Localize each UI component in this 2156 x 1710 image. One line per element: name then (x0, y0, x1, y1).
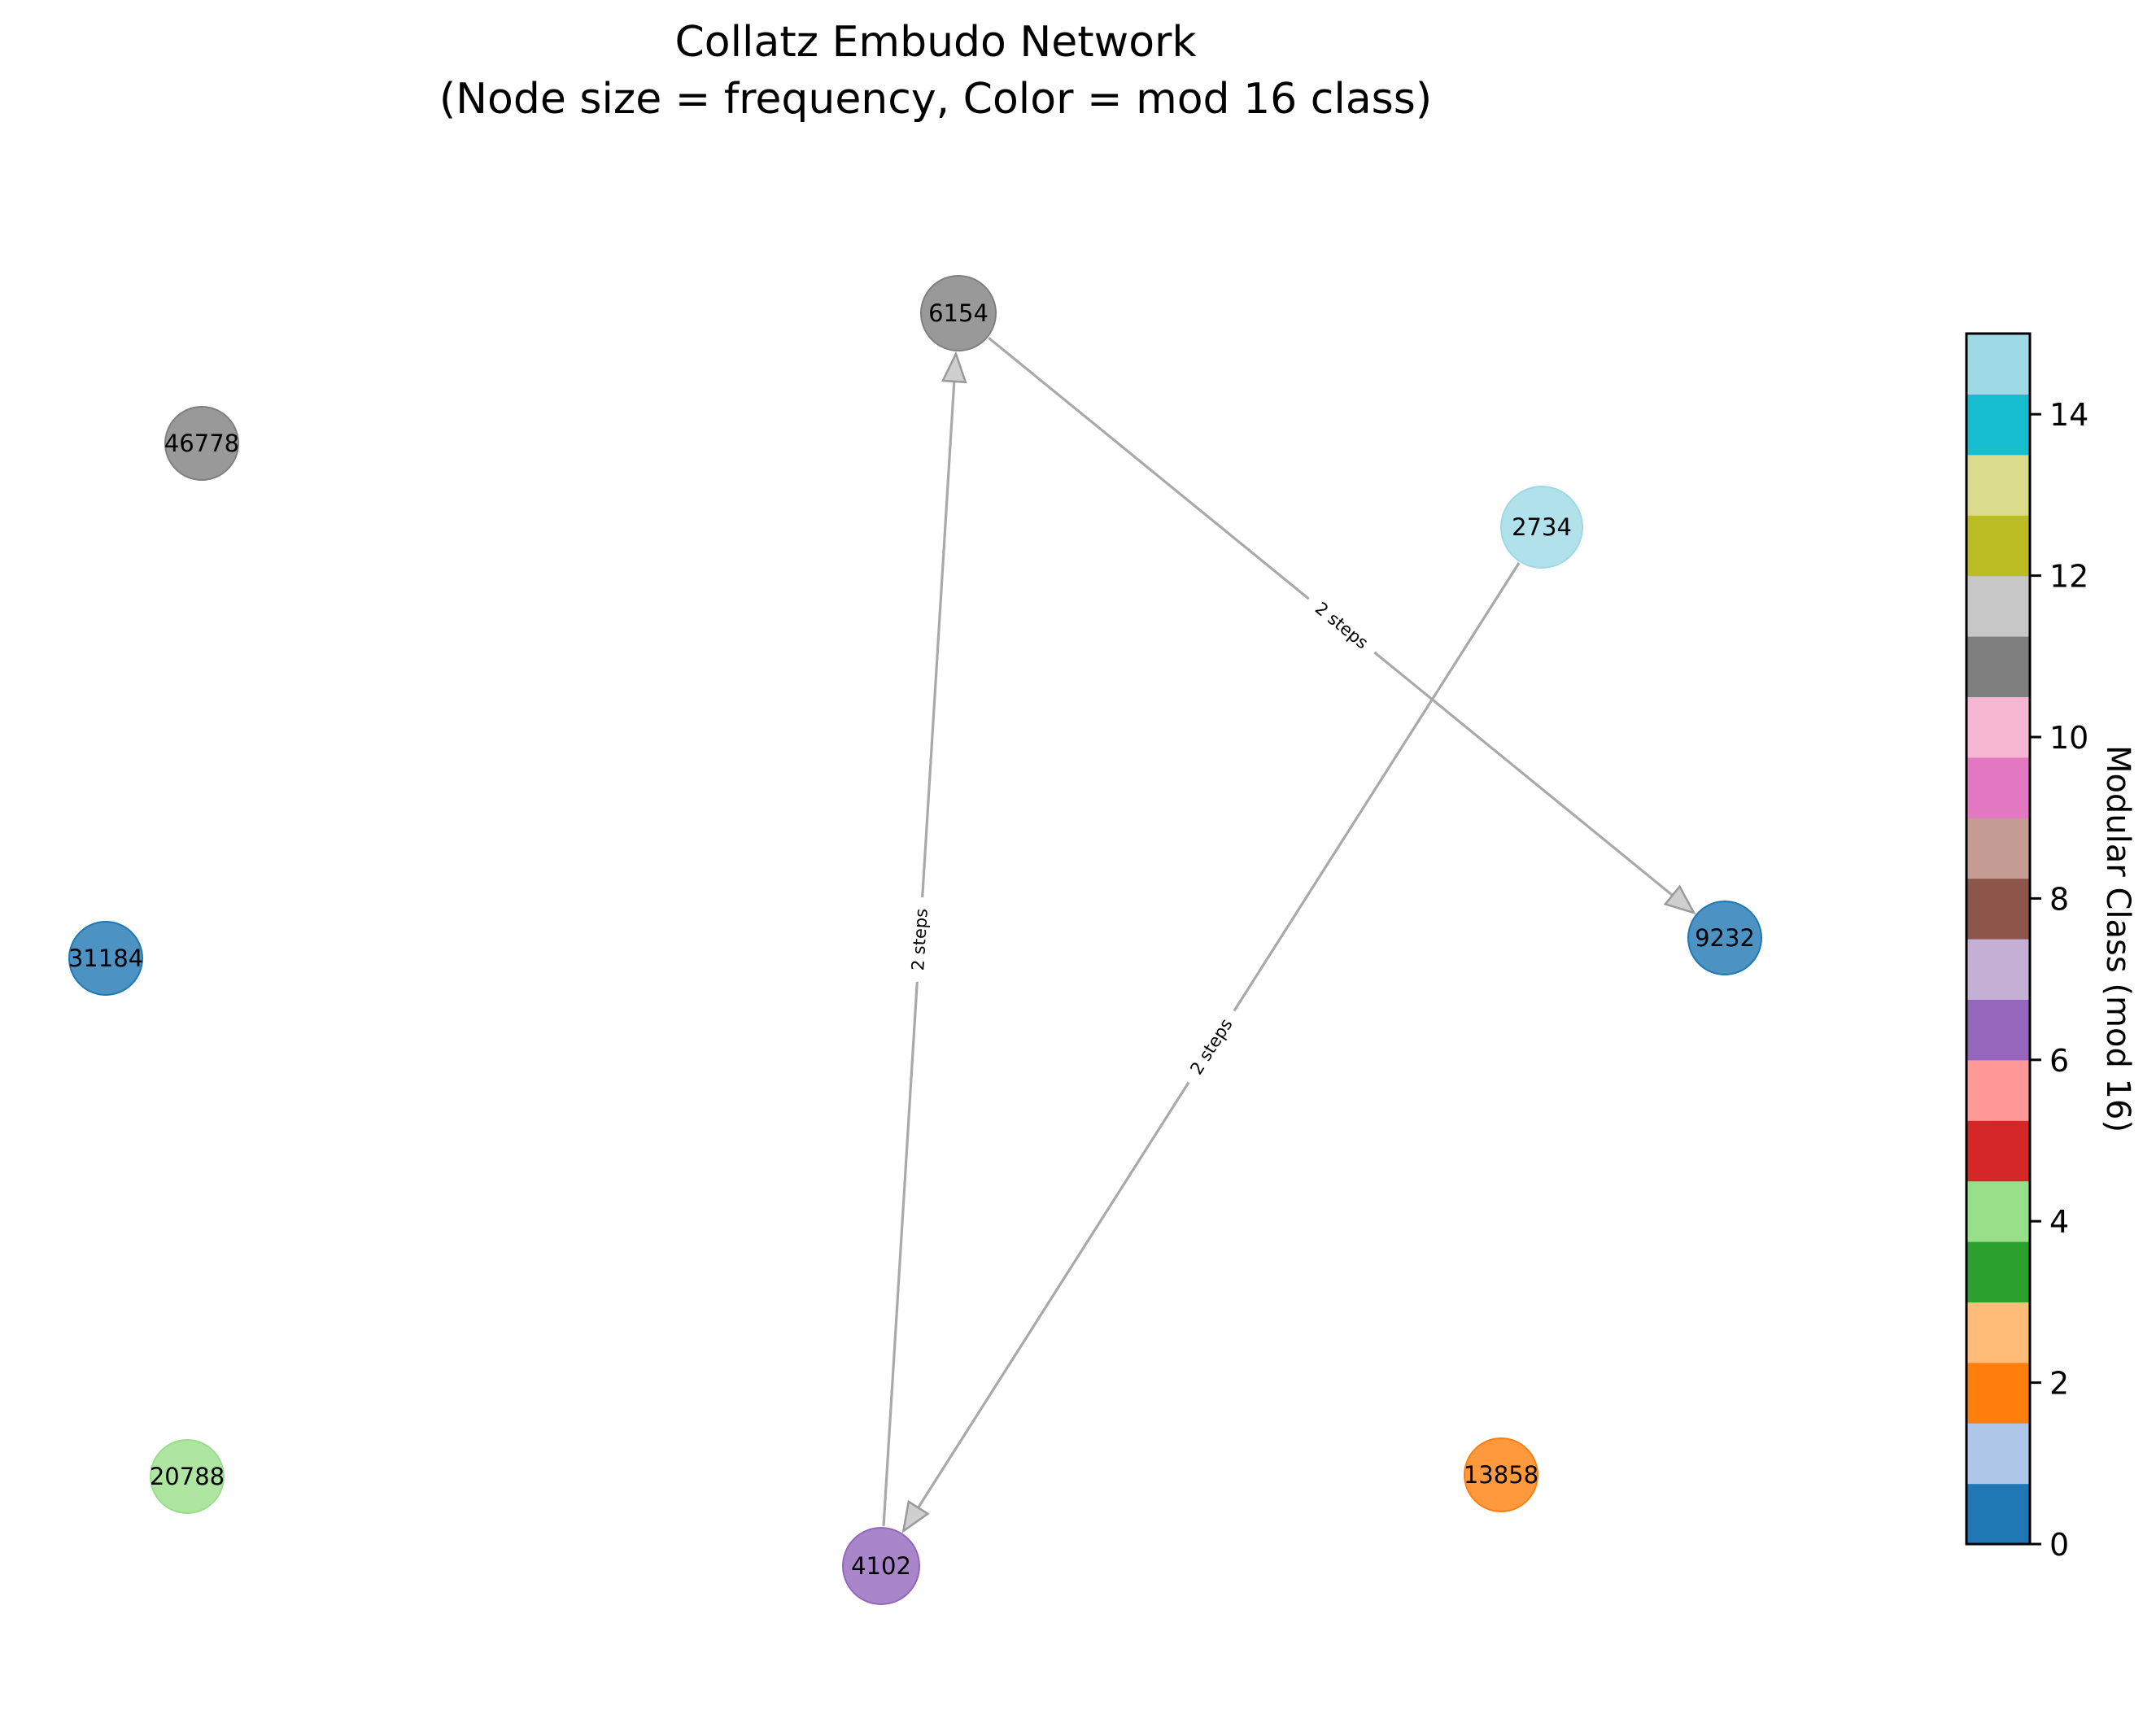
colorbar-tick-label: 0 (2049, 1527, 2069, 1563)
chart-title-line-2: (Node size = frequency, Color = mod 16 c… (439, 75, 1433, 124)
node-circle[interactable] (68, 921, 143, 996)
node-9232[interactable]: 9232 (1687, 901, 1762, 975)
colorbar-segment (1966, 1120, 2030, 1182)
colorbar-frame (1965, 332, 2032, 1546)
node-circle[interactable] (1687, 901, 1762, 975)
edge-label: 2 steps (1186, 1015, 1236, 1078)
node-label: 31184 (68, 944, 143, 972)
colorbar-segment (1966, 939, 2030, 1000)
edges-layer: 2 steps 2 steps 2 steps (882, 337, 1696, 1533)
colorbar-segment (1966, 1302, 2030, 1363)
edge-label-background (906, 896, 934, 983)
colorbar-segment (1966, 515, 2030, 577)
colorbar: 0 2 4 6 8 10 12 14 Modular Class (mod 16) (1965, 332, 2136, 1563)
colorbar-segment (1966, 1180, 2030, 1242)
node-13858[interactable]: 13858 (1464, 1437, 1538, 1512)
edge-label: 2 steps (908, 908, 932, 971)
nodes-layer: 6154 46778 2734 31184 9232 20788 4102 13858 (68, 275, 1762, 1605)
colorbar-tick-label: 14 (2049, 397, 2088, 433)
colorbar-segment (1966, 696, 2030, 758)
edge-arrowhead (941, 351, 967, 384)
node-label: 46778 (164, 430, 239, 457)
colorbar-segment (1966, 575, 2030, 637)
colorbar-tick-label: 10 (2049, 720, 2088, 756)
node-circle[interactable] (1500, 486, 1583, 569)
node-label: 4102 (851, 1552, 911, 1580)
colorbar-segment (1966, 394, 2030, 456)
node-label: 13858 (1464, 1461, 1538, 1489)
edge-label-background (1301, 590, 1382, 661)
colorbar-segment (1966, 757, 2030, 818)
node-label: 9232 (1695, 924, 1755, 952)
node-circle[interactable] (1464, 1437, 1538, 1512)
edge-arrowhead (1663, 884, 1696, 915)
colorbar-tick-label: 12 (2049, 559, 2088, 595)
node-circle[interactable] (164, 406, 239, 481)
node-20788[interactable]: 20788 (150, 1439, 225, 1514)
edge-label: 2 steps (1311, 599, 1372, 653)
edge-arrowhead (901, 1499, 930, 1533)
colorbar-segment (1966, 999, 2030, 1061)
colorbar-segment (1966, 454, 2030, 516)
colorbar-tick-label: 6 (2049, 1043, 2069, 1079)
colorbar-segment (1966, 1483, 2030, 1545)
colorbar-segment (1966, 636, 2030, 697)
colorbar-tick-label: 8 (2049, 881, 2069, 917)
edge-4102-6154: 2 steps (882, 351, 967, 1527)
colorbar-segment (1966, 1423, 2030, 1485)
node-circle[interactable] (920, 275, 997, 351)
colorbar-label: Modular Class (mod 16) (2099, 745, 2136, 1132)
colorbar-segment (1966, 878, 2030, 940)
chart-title-line-1: Collatz Embudo Network (674, 18, 1197, 67)
edge-6154-9232: 2 steps (988, 337, 1696, 915)
node-label: 2734 (1512, 513, 1572, 541)
colorbar-tick-label: 4 (2049, 1204, 2069, 1240)
colorbar-segment (1966, 818, 2030, 879)
node-circle[interactable] (842, 1527, 920, 1605)
node-label: 20788 (150, 1463, 225, 1490)
node-31184[interactable]: 31184 (68, 921, 143, 996)
edge-2734-4102: 2 steps (901, 562, 1521, 1533)
node-4102[interactable]: 4102 (842, 1527, 920, 1605)
colorbar-segment (1966, 1059, 2030, 1121)
colorbar-tick-label: 2 (2049, 1366, 2069, 1402)
node-label: 6154 (928, 299, 989, 327)
colorbar-segment (1966, 334, 2030, 395)
node-46778[interactable]: 46778 (164, 406, 239, 481)
node-2734[interactable]: 2734 (1500, 486, 1583, 569)
colorbar-segment (1966, 1241, 2030, 1302)
node-circle[interactable] (150, 1439, 225, 1514)
edge-label-background (1179, 1005, 1244, 1088)
node-6154[interactable]: 6154 (920, 275, 997, 351)
colorbar-segment (1966, 1362, 2030, 1424)
